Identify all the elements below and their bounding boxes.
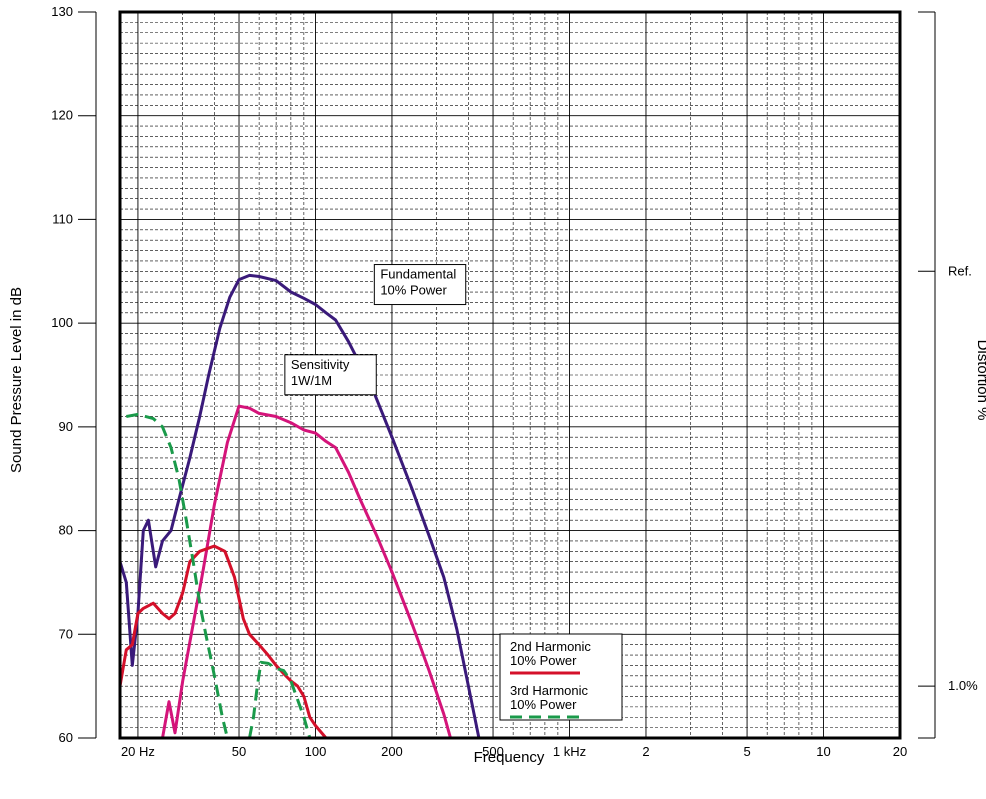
annotation-text: 1W/1M	[291, 373, 332, 388]
y2-axis-title: Distortion %	[974, 340, 986, 421]
series-line-4	[248, 660, 312, 739]
y-tick-label: 100	[51, 315, 73, 330]
legend-box	[499, 633, 623, 721]
annotation-box	[373, 264, 467, 306]
legend-label: 10% Power	[510, 653, 577, 668]
legend-label: 2nd Harmonic	[510, 639, 591, 654]
y-tick-label: 120	[51, 108, 73, 123]
y-tick-label: 90	[59, 419, 73, 434]
y-tick-label: 60	[59, 730, 73, 745]
annotation-box	[284, 354, 377, 396]
x-tick-label: 5	[743, 744, 750, 759]
x-tick-label: 10	[816, 744, 830, 759]
y-tick-label: 80	[59, 523, 73, 538]
series-line-4	[126, 412, 229, 739]
x-tick-label: 500	[482, 744, 504, 759]
plot-frame	[118, 10, 902, 740]
y-axis-title: Sound Pressure Level in dB	[8, 287, 25, 473]
x-tick-label: 20	[893, 744, 907, 759]
grid	[120, 12, 900, 738]
x-tick-label: 2	[642, 744, 649, 759]
right-axis-label: Ref.	[948, 263, 972, 278]
y-tick-label: 110	[52, 211, 73, 226]
right-axis-label: 1.0%	[948, 678, 978, 693]
x-tick-label: 1 kHz	[553, 744, 586, 759]
x-tick-label: 20 Hz	[121, 744, 155, 759]
annotation-text: 10% Power	[380, 283, 447, 298]
series-line-3	[118, 544, 328, 739]
series-line-2	[161, 404, 452, 739]
legend-label: 3rd Harmonic	[510, 683, 589, 698]
annotation-text: Fundamental	[380, 267, 456, 282]
x-tick-label: 50	[232, 744, 246, 759]
annotation-text: Sensitivity	[291, 357, 350, 372]
side-axes: Ref. 1.0%	[95, 11, 978, 739]
x-tick-label: 100	[305, 744, 327, 759]
tick-labels: 60 70 80 90 100 110 120 130 20 Hz 50 100 200 500 1 kH…	[51, 4, 907, 759]
y-tick-label: 70	[59, 626, 73, 641]
y-tick-label: 130	[51, 4, 73, 19]
series-line-1	[118, 273, 481, 739]
x-tick-label: 200	[381, 744, 403, 759]
legend-label: 10% Power	[510, 697, 577, 712]
series-layer	[118, 273, 481, 739]
x-axis-title: Frequency	[474, 749, 545, 766]
